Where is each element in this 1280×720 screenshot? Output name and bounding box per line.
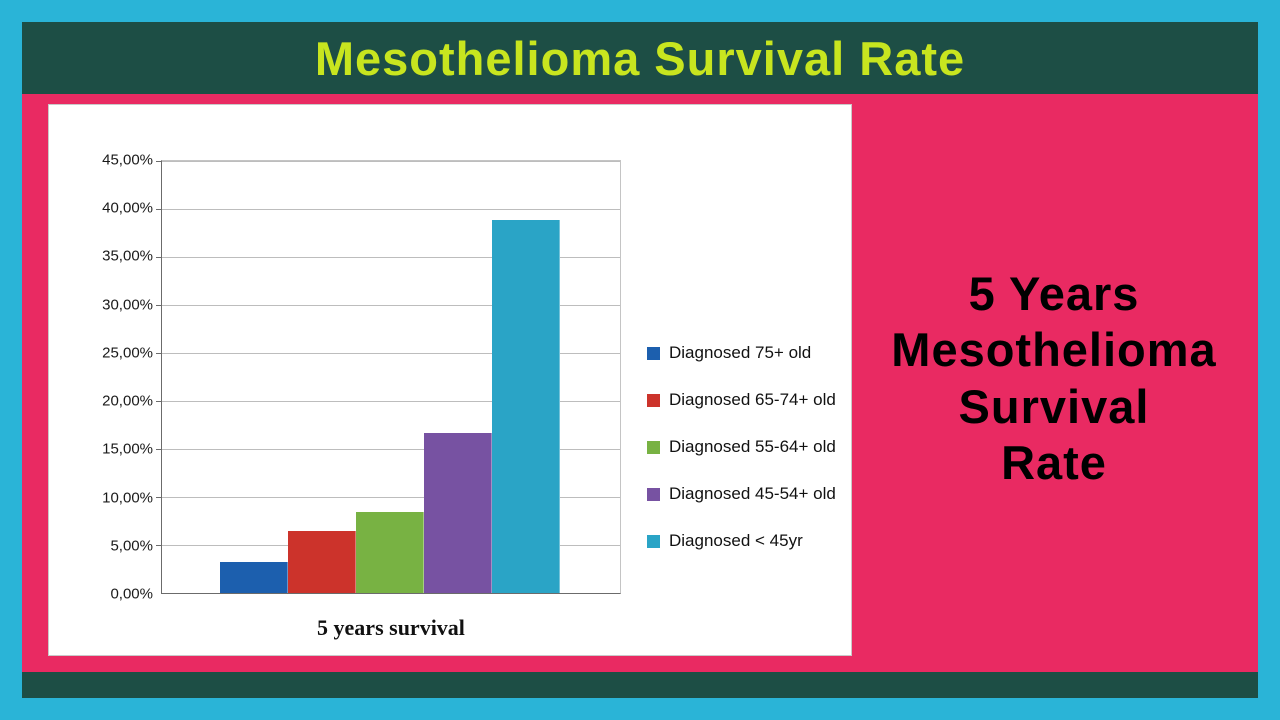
gridline: [162, 353, 620, 354]
bar-diagnosed-45-54-old: [424, 432, 492, 593]
tick-mark: [156, 209, 162, 211]
y-axis-ticks: 0,00% 5,00% 10,00% 15,00% 20,00% 25,00% 30,00%…: [49, 152, 153, 603]
side-title-line-2: Mesothelioma: [891, 323, 1217, 377]
legend-label: Diagnosed 55-64+ old: [669, 437, 836, 456]
tick-mark: [156, 161, 162, 162]
title-band: Mesothelioma Survival Rate: [22, 22, 1258, 94]
y-tick-label: 10,00%: [102, 489, 153, 507]
legend: Diagnosed 75+ old Diagnosed 65-74+ old Dia…: [647, 343, 836, 551]
x-axis-label: 5 years survival: [317, 615, 465, 640]
bar-diagnosed-65-74-old: [288, 530, 356, 593]
inner-frame: Mesothelioma Survival Rate 0,00% 5,00% 10,…: [22, 22, 1258, 698]
legend-label: Diagnosed < 45yr: [669, 531, 803, 550]
y-tick-label: 0,00%: [110, 585, 153, 603]
bars: [220, 161, 560, 593]
gridline: [162, 401, 620, 403]
legend-item: Diagnosed 55-64+ old: [647, 437, 836, 457]
tick-mark: [156, 353, 162, 354]
legend-item: Diagnosed 75+ old: [647, 343, 836, 363]
tick-mark: [156, 305, 162, 307]
bar-diagnosed-45yr: [492, 219, 560, 593]
legend-swatch-icon: [647, 346, 660, 360]
legend-item: Diagnosed 45-54+ old: [647, 484, 836, 504]
y-tick-label: 15,00%: [102, 440, 153, 458]
gridline: [162, 449, 620, 451]
side-title-line-1: 5 Years: [968, 267, 1140, 320]
gridline: [162, 305, 620, 307]
y-tick-label: 30,00%: [102, 296, 153, 314]
content-area: 0,00% 5,00% 10,00% 15,00% 20,00% 25,00% 30,00%…: [22, 94, 1258, 672]
bar-diagnosed-75-old: [220, 562, 288, 593]
legend-swatch-icon: [647, 393, 660, 407]
tick-mark: [156, 497, 162, 499]
chart-panel: 0,00% 5,00% 10,00% 15,00% 20,00% 25,00% 30,00%…: [48, 104, 852, 656]
side-title-line-3: Survival: [958, 379, 1150, 433]
y-tick-label: 45,00%: [102, 151, 153, 169]
legend-item: Diagnosed 65-74+ old: [647, 390, 836, 410]
gridline: [162, 161, 620, 162]
side-title-line-4: Rate: [1001, 436, 1107, 490]
y-tick-label: 5,00%: [110, 537, 153, 555]
legend-label: Diagnosed 45-54+ old: [669, 484, 836, 503]
legend-label: Diagnosed 75+ old: [669, 343, 812, 362]
y-tick-label: 40,00%: [102, 199, 153, 217]
side-title: 5 Years Mesothelioma Survival Rate: [858, 266, 1250, 492]
bar-diagnosed-55-64-old: [356, 512, 424, 593]
tick-mark: [156, 401, 162, 403]
legend-swatch-icon: [647, 487, 660, 501]
tick-mark: [156, 545, 162, 547]
y-tick-label: 25,00%: [102, 344, 153, 362]
y-tick-label: 20,00%: [102, 392, 153, 410]
legend-label: Diagnosed 65-74+ old: [669, 390, 836, 409]
tick-mark: [156, 257, 162, 258]
gridline: [162, 497, 620, 499]
page-title: Mesothelioma Survival Rate: [314, 31, 966, 85]
y-tick-label: 35,00%: [102, 247, 153, 265]
legend-item: Diagnosed < 45yr: [647, 531, 836, 551]
tick-mark: [156, 449, 162, 451]
plot-area: [156, 160, 621, 594]
gridline: [162, 257, 620, 258]
gridline: [162, 209, 620, 211]
legend-swatch-icon: [647, 440, 660, 454]
legend-swatch-icon: [647, 534, 660, 548]
